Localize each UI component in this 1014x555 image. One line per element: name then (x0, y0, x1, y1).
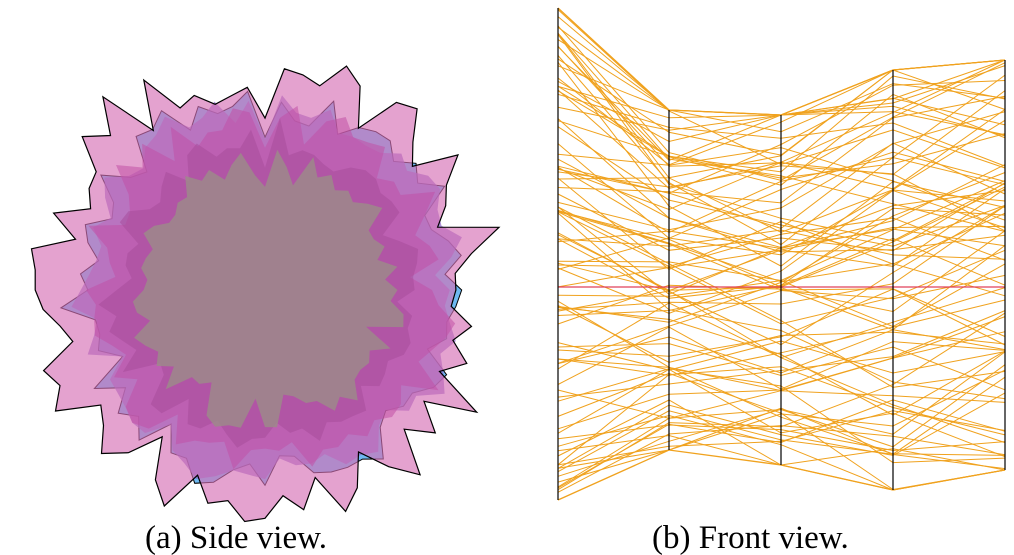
caption-side-view: (a) Side view. (145, 520, 327, 555)
side-view-star-glyph (30, 65, 501, 523)
caption-front-view: (b) Front view. (652, 520, 849, 555)
front-view-parallel-lines (557, 7, 1006, 501)
top-envelope-line (557, 7, 1006, 116)
star-layer-4 (132, 149, 404, 428)
